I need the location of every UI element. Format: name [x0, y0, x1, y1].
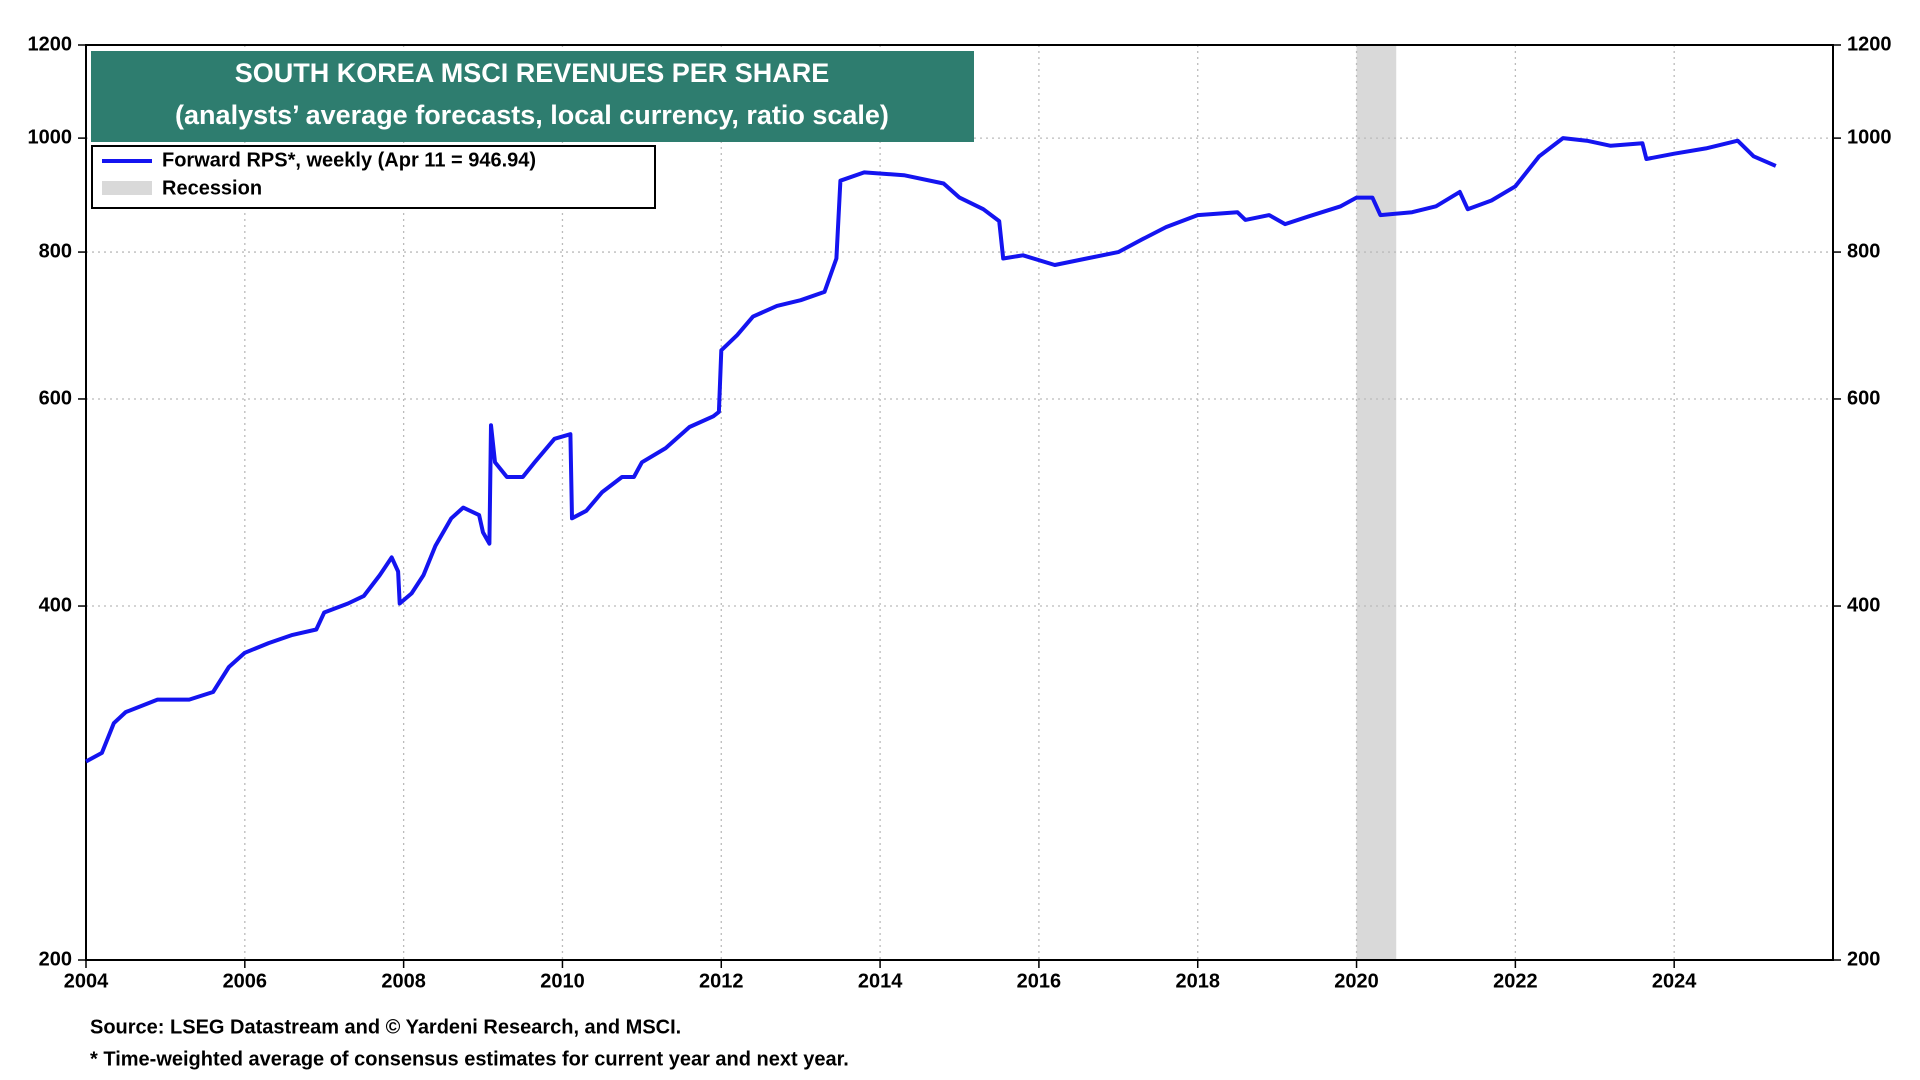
legend-swatch	[102, 181, 152, 195]
y-tick-label: 600	[39, 387, 72, 409]
x-tick-label: 2006	[223, 970, 268, 992]
chart-subtitle: (analysts’ average forecasts, local curr…	[175, 100, 889, 130]
recession-band	[1356, 45, 1397, 960]
y2-tick-label: 1000	[1847, 126, 1892, 148]
x-tick-label: 2024	[1652, 970, 1697, 992]
legend: Forward RPS*, weekly (Apr 11 = 946.94) Re…	[91, 145, 656, 209]
x-tick-label: 2016	[1017, 970, 1062, 992]
x-tick-label: 2004	[64, 970, 109, 992]
y2-tick-label: 1200	[1847, 33, 1892, 55]
legend-label: Forward RPS*, weekly (Apr 11 = 946.94)	[162, 149, 536, 171]
data-line	[85, 136, 1777, 764]
source-note: Source: LSEG Datastream and © Yardeni Re…	[90, 1016, 681, 1038]
chart-title: SOUTH KOREA MSCI REVENUES PER SHARE	[235, 58, 830, 88]
title-box	[91, 51, 974, 142]
x-tick-label: 2012	[699, 970, 744, 992]
footnote: * Time-weighted average of consensus est…	[90, 1048, 849, 1070]
x-tick-label: 2008	[381, 970, 426, 992]
x-tick-label: 2020	[1334, 970, 1379, 992]
legend-box	[91, 145, 656, 209]
legend-label: Recession	[162, 177, 262, 199]
y2-tick-label: 600	[1847, 387, 1880, 409]
y2-tick-label: 800	[1847, 240, 1880, 262]
y-tick-label: 800	[39, 240, 72, 262]
y-tick-label: 400	[39, 594, 72, 616]
y-tick-label: 200	[39, 948, 72, 970]
x-tick-label: 2018	[1175, 970, 1220, 992]
y-tick-label: 1000	[28, 126, 73, 148]
x-tick-label: 2010	[540, 970, 585, 992]
x-tick-label: 2022	[1493, 970, 1538, 992]
y2-tick-label: 200	[1847, 948, 1880, 970]
y2-tick-label: 400	[1847, 594, 1880, 616]
x-tick-label: 2014	[858, 970, 903, 992]
plot-frame	[85, 44, 1834, 961]
y-tick-label: 1200	[28, 33, 73, 55]
